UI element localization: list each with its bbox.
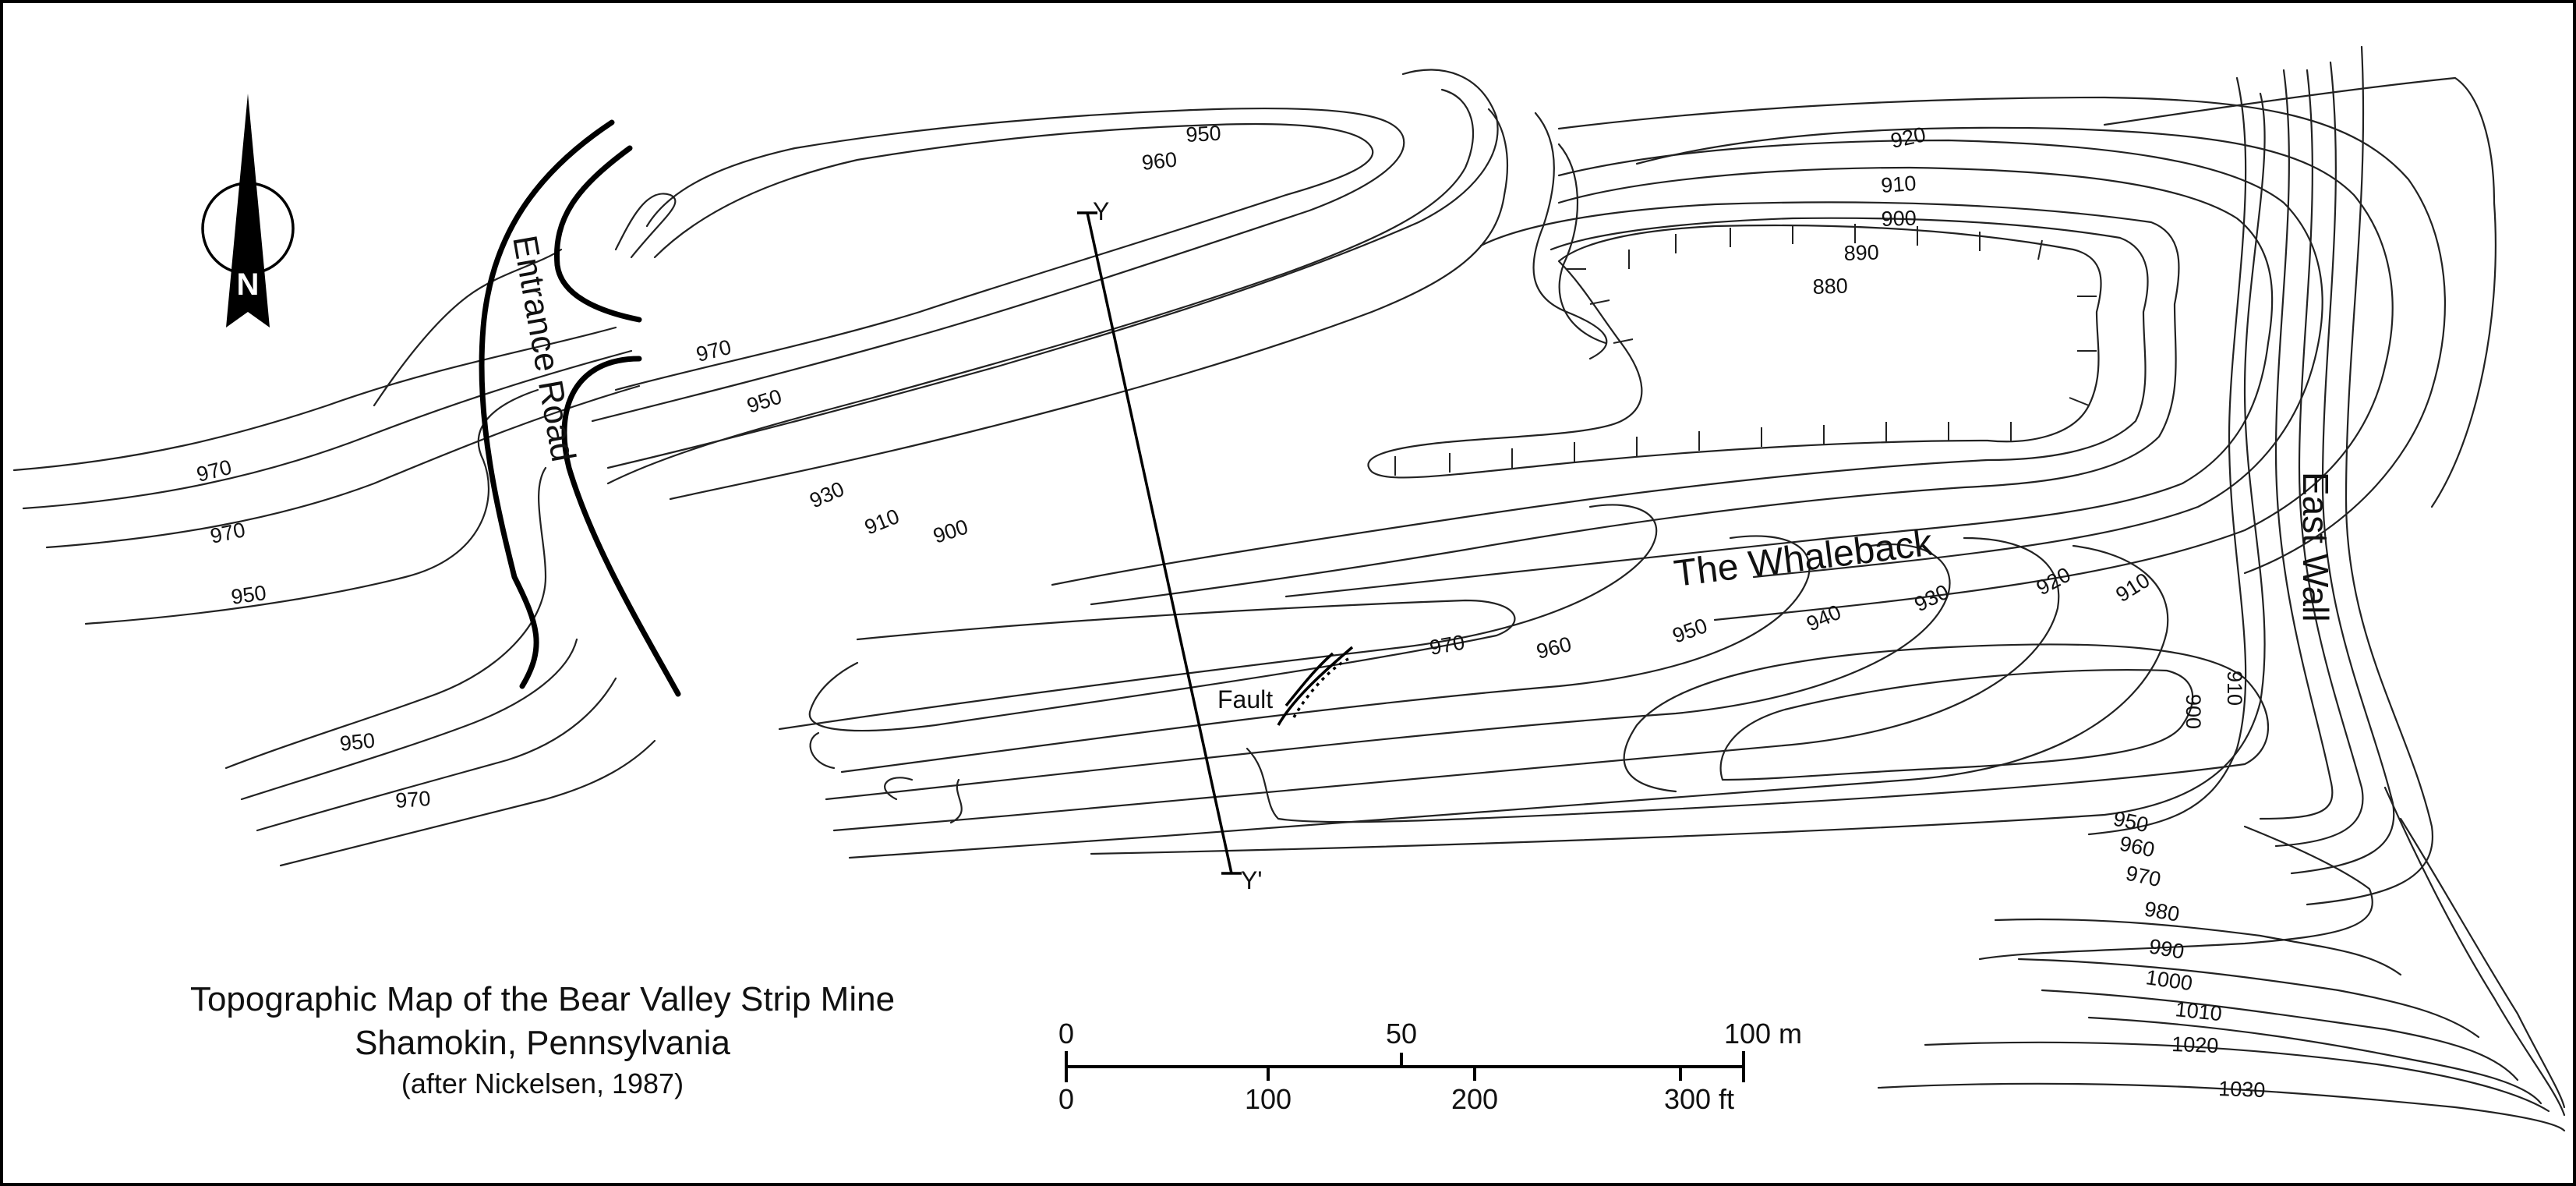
section-line	[1077, 211, 1242, 875]
scale-tick-label: 200	[1451, 1083, 1498, 1115]
title-block: Topographic Map of the Bear Valley Strip…	[190, 980, 895, 1099]
contour-label: 910	[2223, 671, 2246, 706]
scale-tick-label: 100 m	[1724, 1018, 1802, 1050]
scale-tick-label: 50	[1386, 1018, 1417, 1050]
contour-label: 960	[1140, 147, 1178, 175]
scale-tick-label: 100	[1245, 1083, 1292, 1115]
contours-north	[591, 69, 1608, 501]
map-title: Topographic Map of the Bear Valley Strip…	[190, 980, 895, 1018]
contour-label: 950	[338, 728, 376, 756]
contour-label: 950	[230, 581, 268, 609]
contour-label: 900	[2182, 694, 2205, 729]
map-citation: (after Nickelsen, 1987)	[401, 1067, 684, 1099]
contour-label: 950	[1186, 122, 1222, 147]
contours-whaleback	[778, 504, 2269, 859]
north-label: N	[237, 267, 260, 302]
scale-bar: 0 50 100 m 0 100 200 300 ft	[1058, 1018, 1802, 1115]
contour-label: 970	[394, 787, 431, 812]
fault-symbol	[1277, 646, 1354, 726]
contour-label: 890	[1843, 240, 1879, 265]
north-arrow: N	[201, 94, 295, 327]
contours-west	[12, 248, 656, 867]
contour-label: 880	[1812, 274, 1848, 299]
contours-east-wall	[1090, 45, 2566, 1132]
scale-tick-label: 0	[1058, 1018, 1074, 1050]
scale-tick-label: 300 ft	[1664, 1083, 1734, 1115]
contour-label: 1030	[2218, 1077, 2266, 1102]
pit-hachures	[1394, 224, 2097, 476]
contour-label: 910	[1880, 172, 1917, 197]
contour-label: 1020	[2171, 1032, 2219, 1057]
scale-tick-label: 0	[1058, 1083, 1074, 1115]
contour-label: 900	[1881, 206, 1917, 231]
contours-pit	[1051, 76, 2496, 621]
east-wall-label: East Wall	[2295, 472, 2336, 622]
section-start-label: Y	[1093, 197, 1109, 225]
map-subtitle: Shamokin, Pennsylvania	[355, 1024, 730, 1062]
entrance-road	[479, 119, 681, 697]
contour-label: 1010	[2174, 997, 2223, 1025]
fault-label: Fault	[1217, 685, 1273, 713]
section-end-label: Y'	[1241, 866, 1262, 894]
